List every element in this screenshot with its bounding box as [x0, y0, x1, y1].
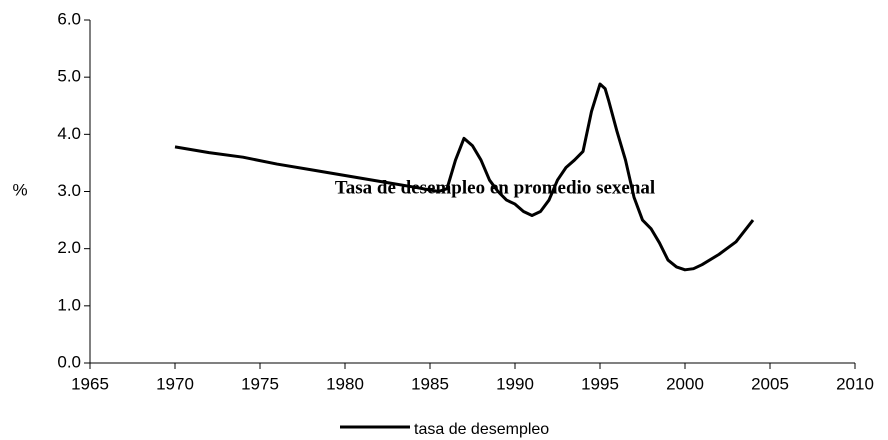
legend-label: tasa de desempleo	[414, 421, 549, 438]
x-tick-label: 1970	[156, 374, 194, 393]
y-tick-label: 4.0	[57, 124, 81, 143]
x-tick-label: 2005	[751, 374, 789, 393]
x-tick-label: 1965	[71, 374, 109, 393]
x-tick-label: 2000	[666, 374, 704, 393]
y-tick-label: 1.0	[57, 295, 81, 314]
x-tick-label: 1985	[411, 374, 449, 393]
data-line	[174, 82, 755, 272]
y-tick-label: 5.0	[57, 67, 81, 86]
x-tick-label: 1975	[241, 374, 279, 393]
y-tick-label: 3.0	[57, 181, 81, 200]
y-tick-label: 0.0	[57, 352, 81, 371]
x-tick-label: 1990	[496, 374, 534, 393]
x-tick-label: 1980	[326, 374, 364, 393]
y-tick-label: 2.0	[57, 238, 81, 257]
x-tick-label: 1995	[581, 374, 619, 393]
y-tick-label: 6.0	[57, 9, 81, 28]
x-tick-label: 2010	[836, 374, 874, 393]
y-axis-label: %	[12, 180, 27, 199]
